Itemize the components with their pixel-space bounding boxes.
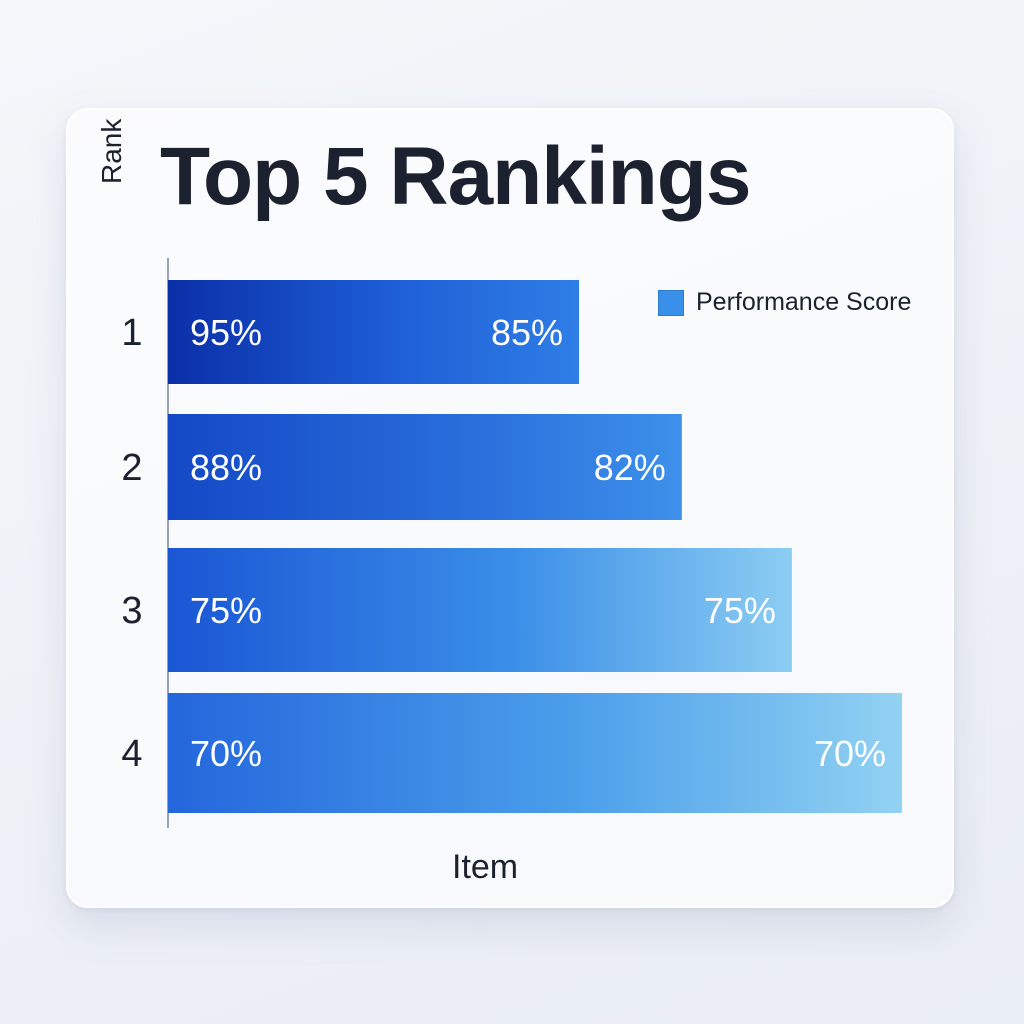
x-axis-label: Item bbox=[452, 848, 519, 886]
bar-rank-1 bbox=[168, 280, 580, 384]
legend: Performance Score bbox=[658, 288, 911, 317]
bar-value-label: 82% bbox=[594, 447, 666, 488]
bars-layer: 1 95% 85% 2 88% 82% 3 75% 75% 4 70% 70% bbox=[121, 280, 902, 813]
bar-left-label: 70% bbox=[190, 733, 262, 774]
bar-left-label: 95% bbox=[190, 312, 262, 353]
rank-tick-label: 4 bbox=[121, 733, 142, 775]
rank-tick-label: 1 bbox=[121, 312, 142, 354]
bar-rank-3 bbox=[168, 548, 792, 672]
bar-value-label: 75% bbox=[704, 590, 776, 631]
bar-rank-2 bbox=[168, 414, 682, 520]
bar-value-label: 85% bbox=[491, 312, 563, 353]
bar-left-label: 88% bbox=[190, 447, 262, 488]
bar-value-label: 70% bbox=[814, 733, 886, 774]
rank-tick-label: 3 bbox=[121, 590, 142, 632]
legend-label: Performance Score bbox=[696, 288, 912, 316]
bar-left-label: 75% bbox=[190, 590, 262, 631]
chart-title: Top 5 Rankings bbox=[160, 131, 751, 222]
legend-swatch bbox=[658, 289, 684, 316]
bar-rank-4 bbox=[168, 693, 902, 813]
rank-tick-label: 2 bbox=[121, 447, 142, 489]
